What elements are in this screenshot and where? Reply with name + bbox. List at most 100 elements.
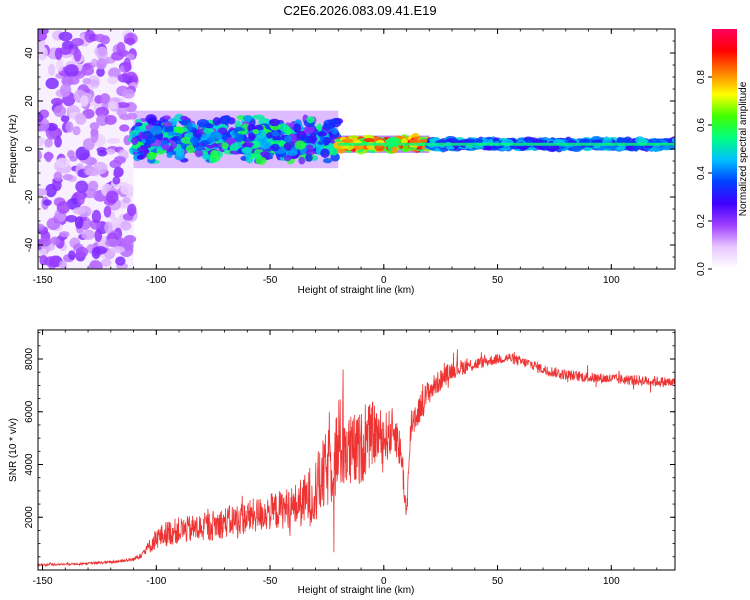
spectrogram-cell (91, 247, 101, 260)
spectrogram-cell (242, 114, 253, 122)
spectrogram-cell (116, 41, 126, 55)
spectrogram-cell (39, 248, 48, 258)
spectrogram-cell (60, 83, 72, 97)
spectrogram-cell (94, 229, 103, 243)
spectrogram-cell (161, 144, 171, 150)
spectrogram-cell (401, 138, 408, 144)
spectrogram-ytick-label: 40 (24, 47, 35, 59)
spectrogram-cell (284, 135, 293, 143)
spectrogram-cell (49, 236, 61, 246)
spectrogram-cell (47, 63, 56, 77)
spectrogram-cell (476, 138, 484, 144)
spectrogram-cell (120, 220, 132, 231)
spectrogram-cell (38, 188, 48, 197)
spectrogram-cell (317, 141, 324, 145)
spectrogram-xtick-label: 50 (492, 275, 504, 286)
spectrogram-cell (154, 133, 162, 140)
spectrogram-cell (248, 132, 256, 140)
spectrogram-cell (38, 223, 45, 231)
spectrogram-cell (75, 146, 90, 161)
spectrogram-cell (402, 144, 409, 153)
spectrogram-cell (464, 144, 475, 149)
spectrogram-cell (46, 217, 61, 231)
spectrogram-cell (75, 246, 88, 258)
spectrogram-cell (76, 193, 85, 205)
spectrogram-cell (320, 148, 330, 158)
spectrogram-cell (283, 154, 292, 162)
spectrogram-cell (387, 136, 400, 144)
spectrogram-xtick-label: 100 (603, 275, 620, 286)
spectrogram-cell (119, 243, 134, 258)
spectrogram-xtick-label: -100 (146, 275, 166, 286)
snr-xtick-label: -100 (146, 576, 166, 587)
spectrogram-cell (107, 101, 119, 110)
spectrogram-xtick-label: -50 (263, 275, 278, 286)
spectrogram-cell (298, 156, 306, 165)
spectrogram-cell (278, 123, 289, 132)
spectrogram-cell (162, 121, 173, 127)
spectrogram-cell (42, 199, 52, 206)
spectrogram-cell (95, 33, 106, 43)
spectrogram-cell (170, 137, 179, 142)
spectrogram-cell (38, 31, 48, 41)
spectrogram-xtick-label: -150 (33, 275, 53, 286)
spectrogram-cell (180, 136, 193, 144)
spectrogram-cell (317, 131, 328, 137)
spectrogram-cell (89, 122, 100, 131)
spectrogram-cell (72, 126, 81, 136)
spectrogram-cell (137, 135, 149, 140)
spectrogram-cell (104, 221, 113, 235)
colorbar-tick-label: 0.0 (696, 262, 707, 276)
spectrogram-cell (194, 148, 203, 158)
spectrogram-cell (671, 137, 675, 143)
spectrogram-cell (96, 46, 108, 61)
spectrogram-cell (283, 142, 293, 151)
spectrogram-cell (115, 256, 126, 266)
spectrogram-cell (119, 124, 130, 132)
spectrogram-cell (570, 144, 583, 153)
spectrogram-cell (104, 148, 116, 155)
spectrogram-cell (285, 150, 298, 157)
spectrogram-cell (56, 58, 64, 72)
spectrogram-cell (90, 129, 99, 143)
spectrogram-cell (473, 145, 484, 149)
spectrogram-cell (82, 77, 92, 85)
spectrogram-cell (81, 229, 96, 240)
chart-title: C2E6.2026.083.09.41.E19 (283, 3, 436, 18)
spectrogram-cell (328, 119, 338, 124)
snr-ytick-label: 2000 (24, 506, 35, 529)
colorbar-label: Normalized spectral amplitude (738, 81, 749, 216)
spectrogram-cell (175, 147, 185, 157)
spectrogram-cell (59, 46, 72, 55)
spectrogram-cell (99, 93, 111, 104)
spectrogram-cell (413, 136, 420, 140)
spectrogram-cell (110, 216, 120, 231)
spectrogram-cell (322, 157, 333, 164)
spectrogram-cell (38, 140, 44, 148)
spectrogram-ytick-label: -40 (24, 237, 35, 252)
spectrogram-cell (209, 131, 223, 141)
snr-xtick-label: -150 (33, 576, 53, 587)
snr-axes: -150 -100 -50 0 50 100 2000 4000 6000 8000 (24, 330, 675, 587)
spectrogram-ylabel: Frequency (Hz) (8, 115, 19, 184)
spectrogram-cell (186, 122, 193, 132)
colorbar-tick-label: 0.8 (696, 70, 707, 84)
spectrogram-cell (38, 149, 42, 161)
spectrogram-cell (45, 77, 59, 90)
spectrogram-cell (121, 88, 135, 99)
spectrogram-heatmap (38, 29, 675, 269)
spectrogram-xtick-label: 0 (381, 275, 387, 286)
spectrogram-cell (131, 137, 139, 146)
spectrogram-cell (51, 97, 64, 106)
spectrogram-cell (120, 183, 134, 195)
spectrogram-cell (210, 149, 219, 158)
spectrogram-cell (255, 156, 267, 165)
spectrogram-cell (75, 113, 87, 125)
colorbar-strip (712, 29, 737, 269)
spectrogram-cell (112, 176, 121, 185)
spectrogram-cell (123, 57, 132, 72)
colorbar-ticks: 0.0 0.2 0.4 0.6 0.8 (696, 70, 712, 276)
spectrogram-cell (305, 153, 313, 162)
spectrogram-cell (208, 158, 217, 164)
spectrogram-cell (306, 116, 315, 124)
